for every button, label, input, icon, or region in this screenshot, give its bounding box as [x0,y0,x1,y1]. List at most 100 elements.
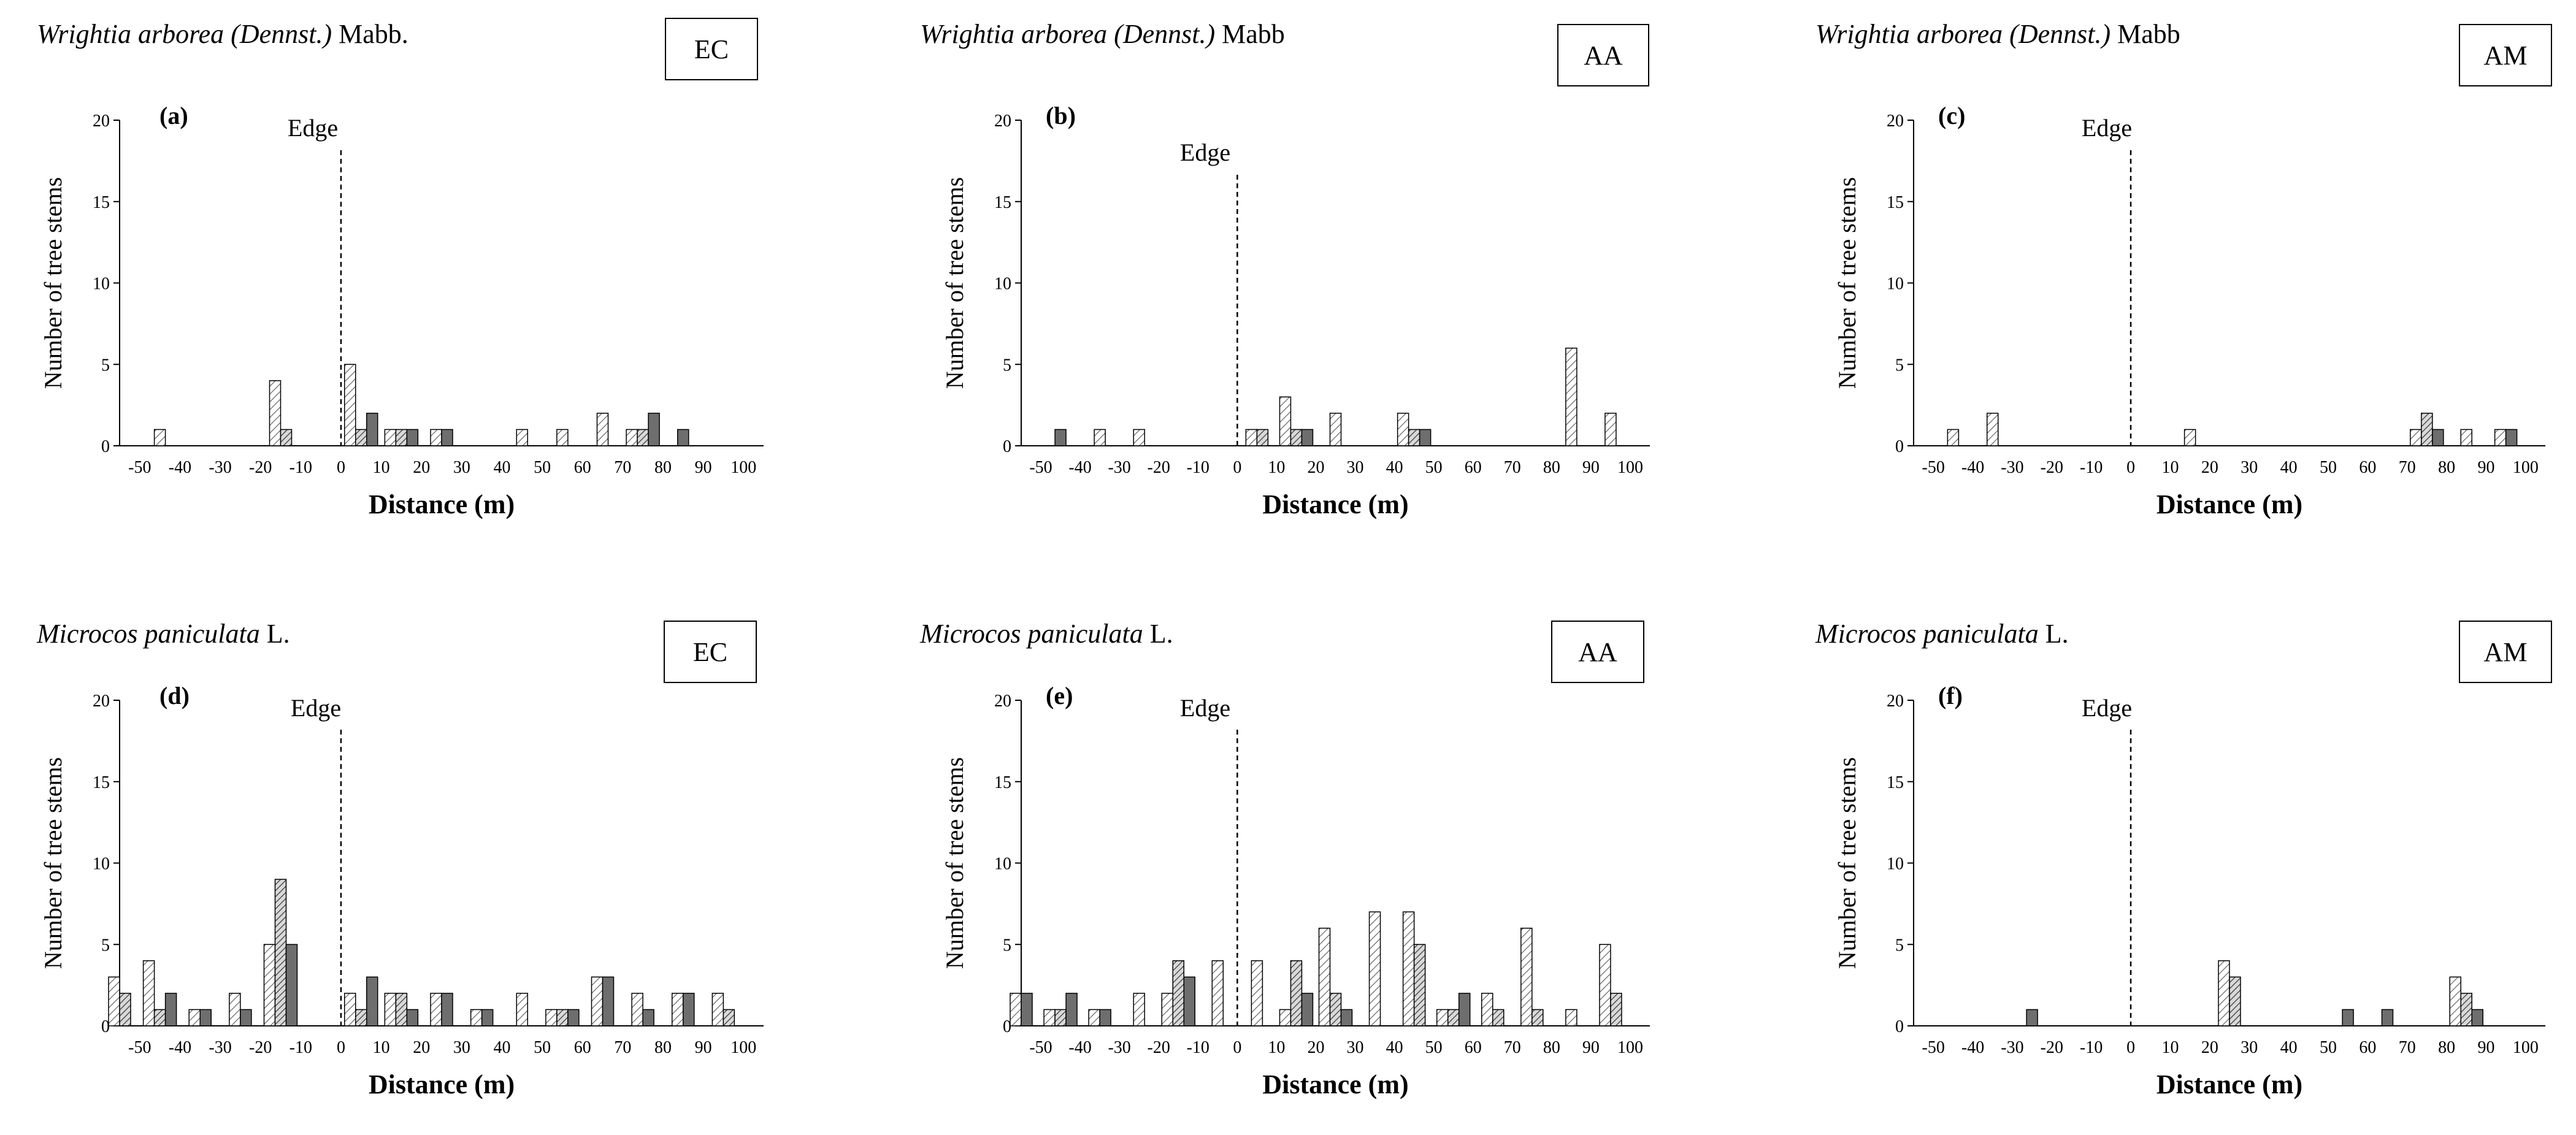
x-tick-label: 10 [1268,1038,1285,1057]
x-tick-label: -40 [1961,1038,1984,1057]
x-tick-label: -10 [1187,1038,1209,1057]
x-tick-label: 60 [574,458,591,477]
y-axis-title: Number of tree stems [39,177,67,389]
x-axis-title: Distance (m) [1262,1069,1408,1099]
x-tick-label: 0 [1233,1038,1241,1057]
panel-letter: (b) [1046,102,1076,129]
x-tick-label: 0 [2126,458,2135,477]
bar-dark [1420,429,1431,446]
edge-label: Edge [1180,694,1230,722]
y-tick-label: 15 [994,193,1011,212]
bar-light [557,429,568,446]
x-tick-label: 100 [1617,458,1643,477]
bar-dark [2342,1009,2353,1026]
y-tick-label: 10 [93,855,110,874]
bar-dark [683,993,694,1026]
bar-medium [1611,993,1622,1026]
x-tick-label: 40 [1386,1038,1403,1057]
y-tick-label: 0 [1895,1017,1904,1036]
y-tick-label: 20 [1887,692,1904,711]
species-name: Wrightia arborea (Dennst.) [1815,19,2110,49]
y-tick-label: 0 [1003,437,1011,456]
x-tick-label: 100 [730,458,756,477]
species-name: Wrightia arborea (Dennst.) [37,19,332,49]
bar-dark [643,1009,654,1026]
bar-light [516,993,527,1026]
site-label: EC [693,637,727,667]
bar-medium [1493,1009,1504,1026]
y-tick-label: 15 [1887,773,1904,792]
bar-light [1370,912,1381,1026]
bar-medium [1055,1009,1066,1026]
bar-light [270,381,281,446]
site-label: AA [1578,637,1617,667]
y-tick-label: 20 [994,692,1011,711]
x-axis-title: Distance (m) [369,489,515,519]
x-tick-label: -40 [1961,458,1984,477]
bar-medium [723,1009,734,1026]
x-tick-label: 60 [2359,458,2376,477]
bar-dark [1459,993,1470,1026]
x-tick-label: 20 [2201,458,2218,477]
bar-light [1987,413,1998,446]
y-tick-label: 15 [93,193,110,212]
species-title: Wrightia arborea (Dennst.) Mabb [920,19,1285,49]
bar-light [431,993,442,1026]
y-tick-label: 20 [994,112,1011,131]
bar-light [345,993,356,1026]
bar-light [1010,993,1021,1026]
bar-light [1162,993,1173,1026]
bar-dark [2506,429,2517,446]
species-authority: L. [1143,619,1173,649]
bar-dark [678,429,689,446]
species-title: Microcos paniculata L. [919,619,1173,649]
bar-light [1521,928,1532,1026]
x-tick-label: 20 [2201,1038,2218,1057]
bar-dark [407,1009,418,1026]
bar-medium [1290,429,1301,446]
x-tick-label: 30 [2241,458,2258,477]
species-authority: Mabb [2110,19,2180,49]
y-tick-label: 15 [994,773,1011,792]
bar-light [471,1009,482,1026]
x-tick-label: 70 [2399,1038,2416,1057]
x-tick-label: 0 [1233,458,1241,477]
x-tick-label: 80 [654,458,672,477]
species-authority: Mabb. [332,19,408,49]
bar-dark [166,993,177,1026]
edge-label: Edge [2082,114,2132,142]
x-tick-label: -20 [2041,458,2063,477]
panel-a: Wrightia arborea (Dennst.) Mabb. EC 0 5 10 15… [37,18,764,519]
x-tick-label: 70 [2399,458,2416,477]
bar-light [431,429,442,446]
bar-medium [1414,944,1425,1026]
panel-d: Microcos paniculata L.EC05101520-50 -40 -3… [36,619,764,1099]
x-tick-label: 70 [614,1038,631,1057]
bar-dark [2382,1009,2393,1026]
x-tick-label: 50 [534,458,551,477]
panel-letter: (a) [159,102,188,129]
y-tick-label: 15 [1887,193,1904,212]
x-tick-label: 80 [1543,1038,1560,1057]
x-tick-label: 10 [2161,1038,2179,1057]
bar-medium [637,429,648,446]
bar-light [1566,1009,1577,1026]
x-tick-label: -30 [1108,458,1130,477]
bar-medium [2461,993,2472,1026]
x-tick-label: 30 [1347,1038,1364,1057]
y-tick-label: 10 [93,275,110,294]
bar-light [1330,413,1341,446]
site-label: AA [1584,40,1623,71]
x-tick-label: 40 [493,1038,510,1057]
bar-dark [568,1009,579,1026]
bar-light [2185,429,2196,446]
x-tick-label: -50 [1029,458,1052,477]
y-tick-label: 10 [994,855,1011,874]
x-tick-label: 50 [1425,458,1443,477]
panel-c: Wrightia arborea (Dennst.) Mabb AM 0 5 10 15 2… [1815,19,2551,519]
bar-light [1605,413,1616,446]
x-tick-label: 100 [1617,1038,1643,1057]
bar-dark [200,1009,211,1026]
y-tick-label: 5 [1003,356,1011,375]
bar-medium [1409,429,1420,446]
